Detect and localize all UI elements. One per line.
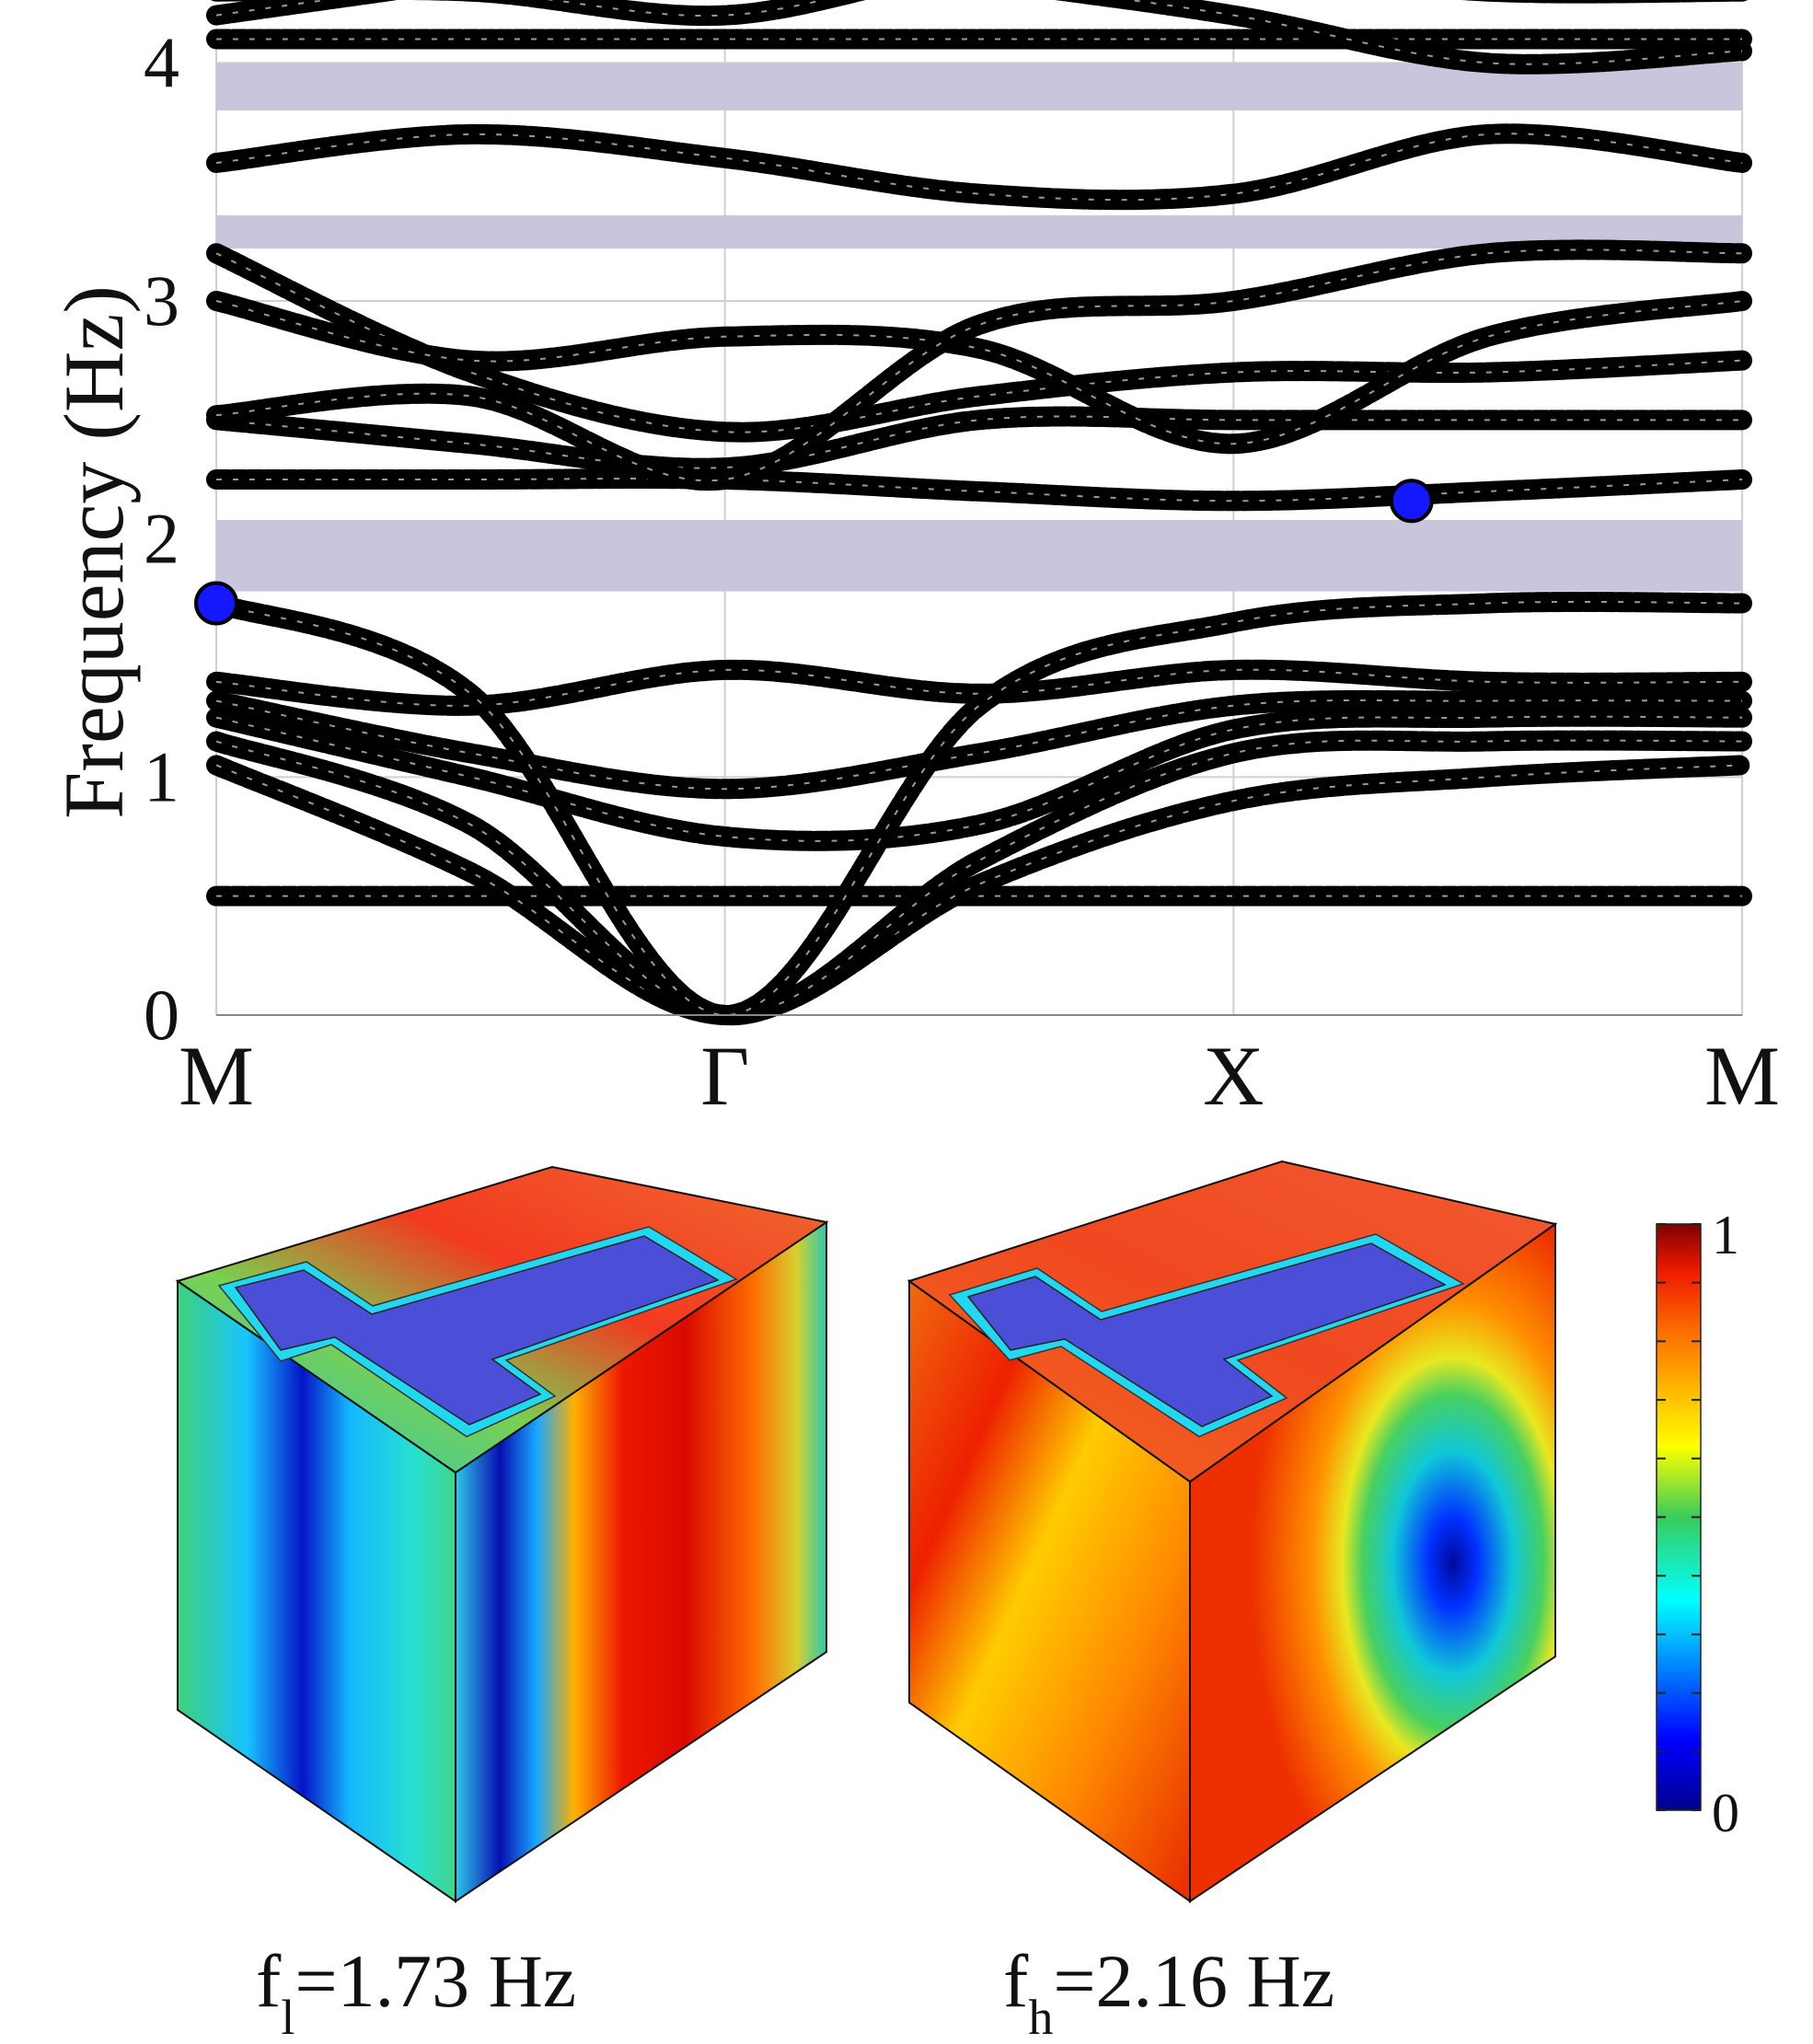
t-shaped-insert — [234, 1235, 720, 1426]
band-line — [211, 0, 1748, 27]
band-gaps — [216, 63, 1742, 592]
y-tick-label: 3 — [144, 260, 179, 341]
band-gap-region — [216, 214, 1742, 249]
colorbar-ticks — [1657, 1223, 1701, 1811]
band-line — [206, 706, 1752, 851]
highlight-marker — [194, 581, 238, 626]
t-shaped-insert — [966, 1242, 1447, 1427]
x-tick-label: X — [1203, 1029, 1264, 1123]
band-line-texture — [215, 739, 1743, 1017]
colorbar: 1 0 — [1656, 1205, 1739, 1843]
highlighted-points — [194, 479, 1434, 626]
band-gap-region — [216, 519, 1742, 592]
band-line — [206, 689, 1752, 800]
band-line — [206, 239, 1752, 491]
caption-higher-mode: fh=2.16 Hz — [1003, 1939, 1334, 2044]
band-line-texture — [215, 668, 1743, 707]
x-tick-label: Γ — [700, 1029, 749, 1123]
band-line-texture — [215, 478, 1743, 502]
band-line — [206, 468, 1752, 512]
y-axis-label: Frequency (Hz) — [47, 285, 141, 819]
caption-lower-mode: fl=1.73 Hz — [256, 1939, 576, 2044]
axis-ticks: 012345MΓXM — [144, 22, 1780, 1123]
highlight-marker — [1389, 479, 1434, 524]
band-line — [206, 406, 1752, 479]
y-tick-label: 4 — [144, 22, 179, 102]
band-line — [206, 0, 1752, 75]
band-line — [206, 123, 1752, 211]
colorbar-max-label: 1 — [1712, 1205, 1739, 1265]
y-tick-label: 2 — [144, 499, 179, 579]
colorbar-min-label: 0 — [1712, 1783, 1739, 1843]
y-tick-label: 1 — [144, 736, 179, 816]
y-tick-label: 0 — [144, 975, 179, 1055]
mode-shape-higher — [906, 1160, 1558, 1903]
mode-shape-lower — [175, 1165, 829, 1903]
band-structure-chart: 012345MΓXM Frequency (Hz) — [47, 0, 1780, 1123]
band-line-texture — [215, 415, 1742, 469]
band-line — [206, 291, 1752, 455]
mode-shape-panel: 1 0 fl=1.73 Hz fh=2.16 Hz — [175, 1160, 1739, 2044]
x-tick-label: M — [1704, 1029, 1780, 1123]
band-line-texture — [215, 764, 1743, 1017]
x-tick-label: M — [179, 1029, 254, 1123]
dispersion-bands — [206, 0, 1752, 1026]
band-line-texture — [215, 252, 1743, 433]
band-line-texture — [215, 600, 1743, 1017]
